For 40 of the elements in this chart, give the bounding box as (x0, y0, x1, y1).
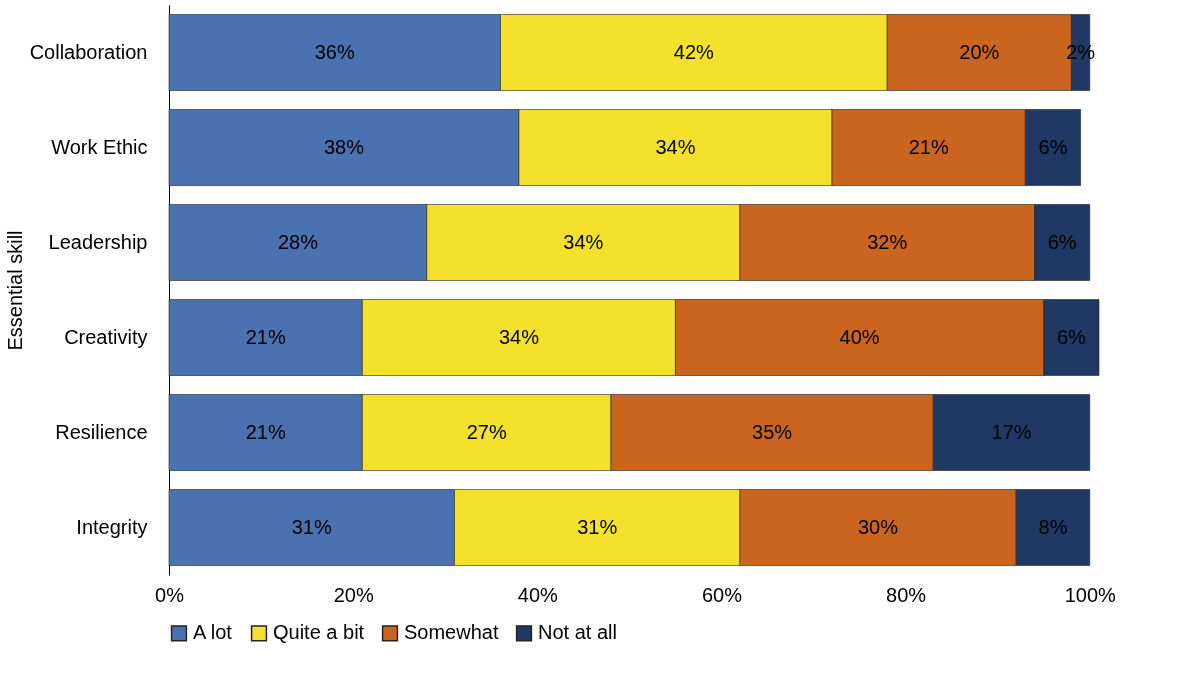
data-label: 42% (673, 40, 715, 63)
x-tick-label: 60% (701, 583, 743, 606)
legend-label: Quite a bit (273, 621, 365, 644)
y-tick-label: Integrity (76, 515, 148, 538)
data-label: 20% (959, 40, 1000, 63)
y-tick-label: Resilience (55, 420, 148, 443)
x-tick-label: 40% (517, 583, 559, 606)
data-label: 32% (867, 230, 908, 253)
data-label: 21% (245, 325, 286, 348)
y-tick-label: Work Ethic (51, 135, 148, 158)
y-tick-label: Leadership (48, 230, 148, 253)
data-label: 40% (839, 325, 880, 348)
x-tick-label: 20% (333, 583, 374, 606)
data-label: 17% (991, 420, 1032, 443)
data-label: 6% (1047, 230, 1077, 253)
y-axis-title: Essential skill (3, 230, 26, 351)
data-label: 21% (908, 135, 949, 158)
data-label: 35% (752, 420, 793, 443)
data-label: 27% (466, 420, 507, 443)
data-label: 34% (655, 135, 696, 158)
legend-label: Somewhat (404, 621, 499, 644)
data-label: 6% (1038, 135, 1068, 158)
data-label: 36% (314, 40, 355, 63)
data-label: 6% (1056, 325, 1087, 348)
data-label: 31% (577, 515, 618, 538)
legend-label: Not at all (538, 621, 617, 644)
x-tick-label: 80% (886, 583, 927, 606)
y-tick-label: Collaboration (29, 40, 148, 63)
y-tick-label: Creativity (64, 325, 148, 348)
data-label: 30% (857, 515, 899, 538)
data-label: 34% (563, 230, 604, 253)
data-label: 38% (323, 135, 365, 158)
x-tick-label: 0% (155, 583, 185, 606)
data-label: 28% (277, 230, 319, 253)
data-label: 21% (245, 420, 286, 443)
data-label: 8% (1038, 515, 1068, 538)
x-tick-label: 100% (1064, 583, 1117, 606)
data-label: 31% (291, 515, 332, 538)
data-label: 34% (498, 325, 540, 348)
legend-label: A lot (193, 621, 233, 644)
